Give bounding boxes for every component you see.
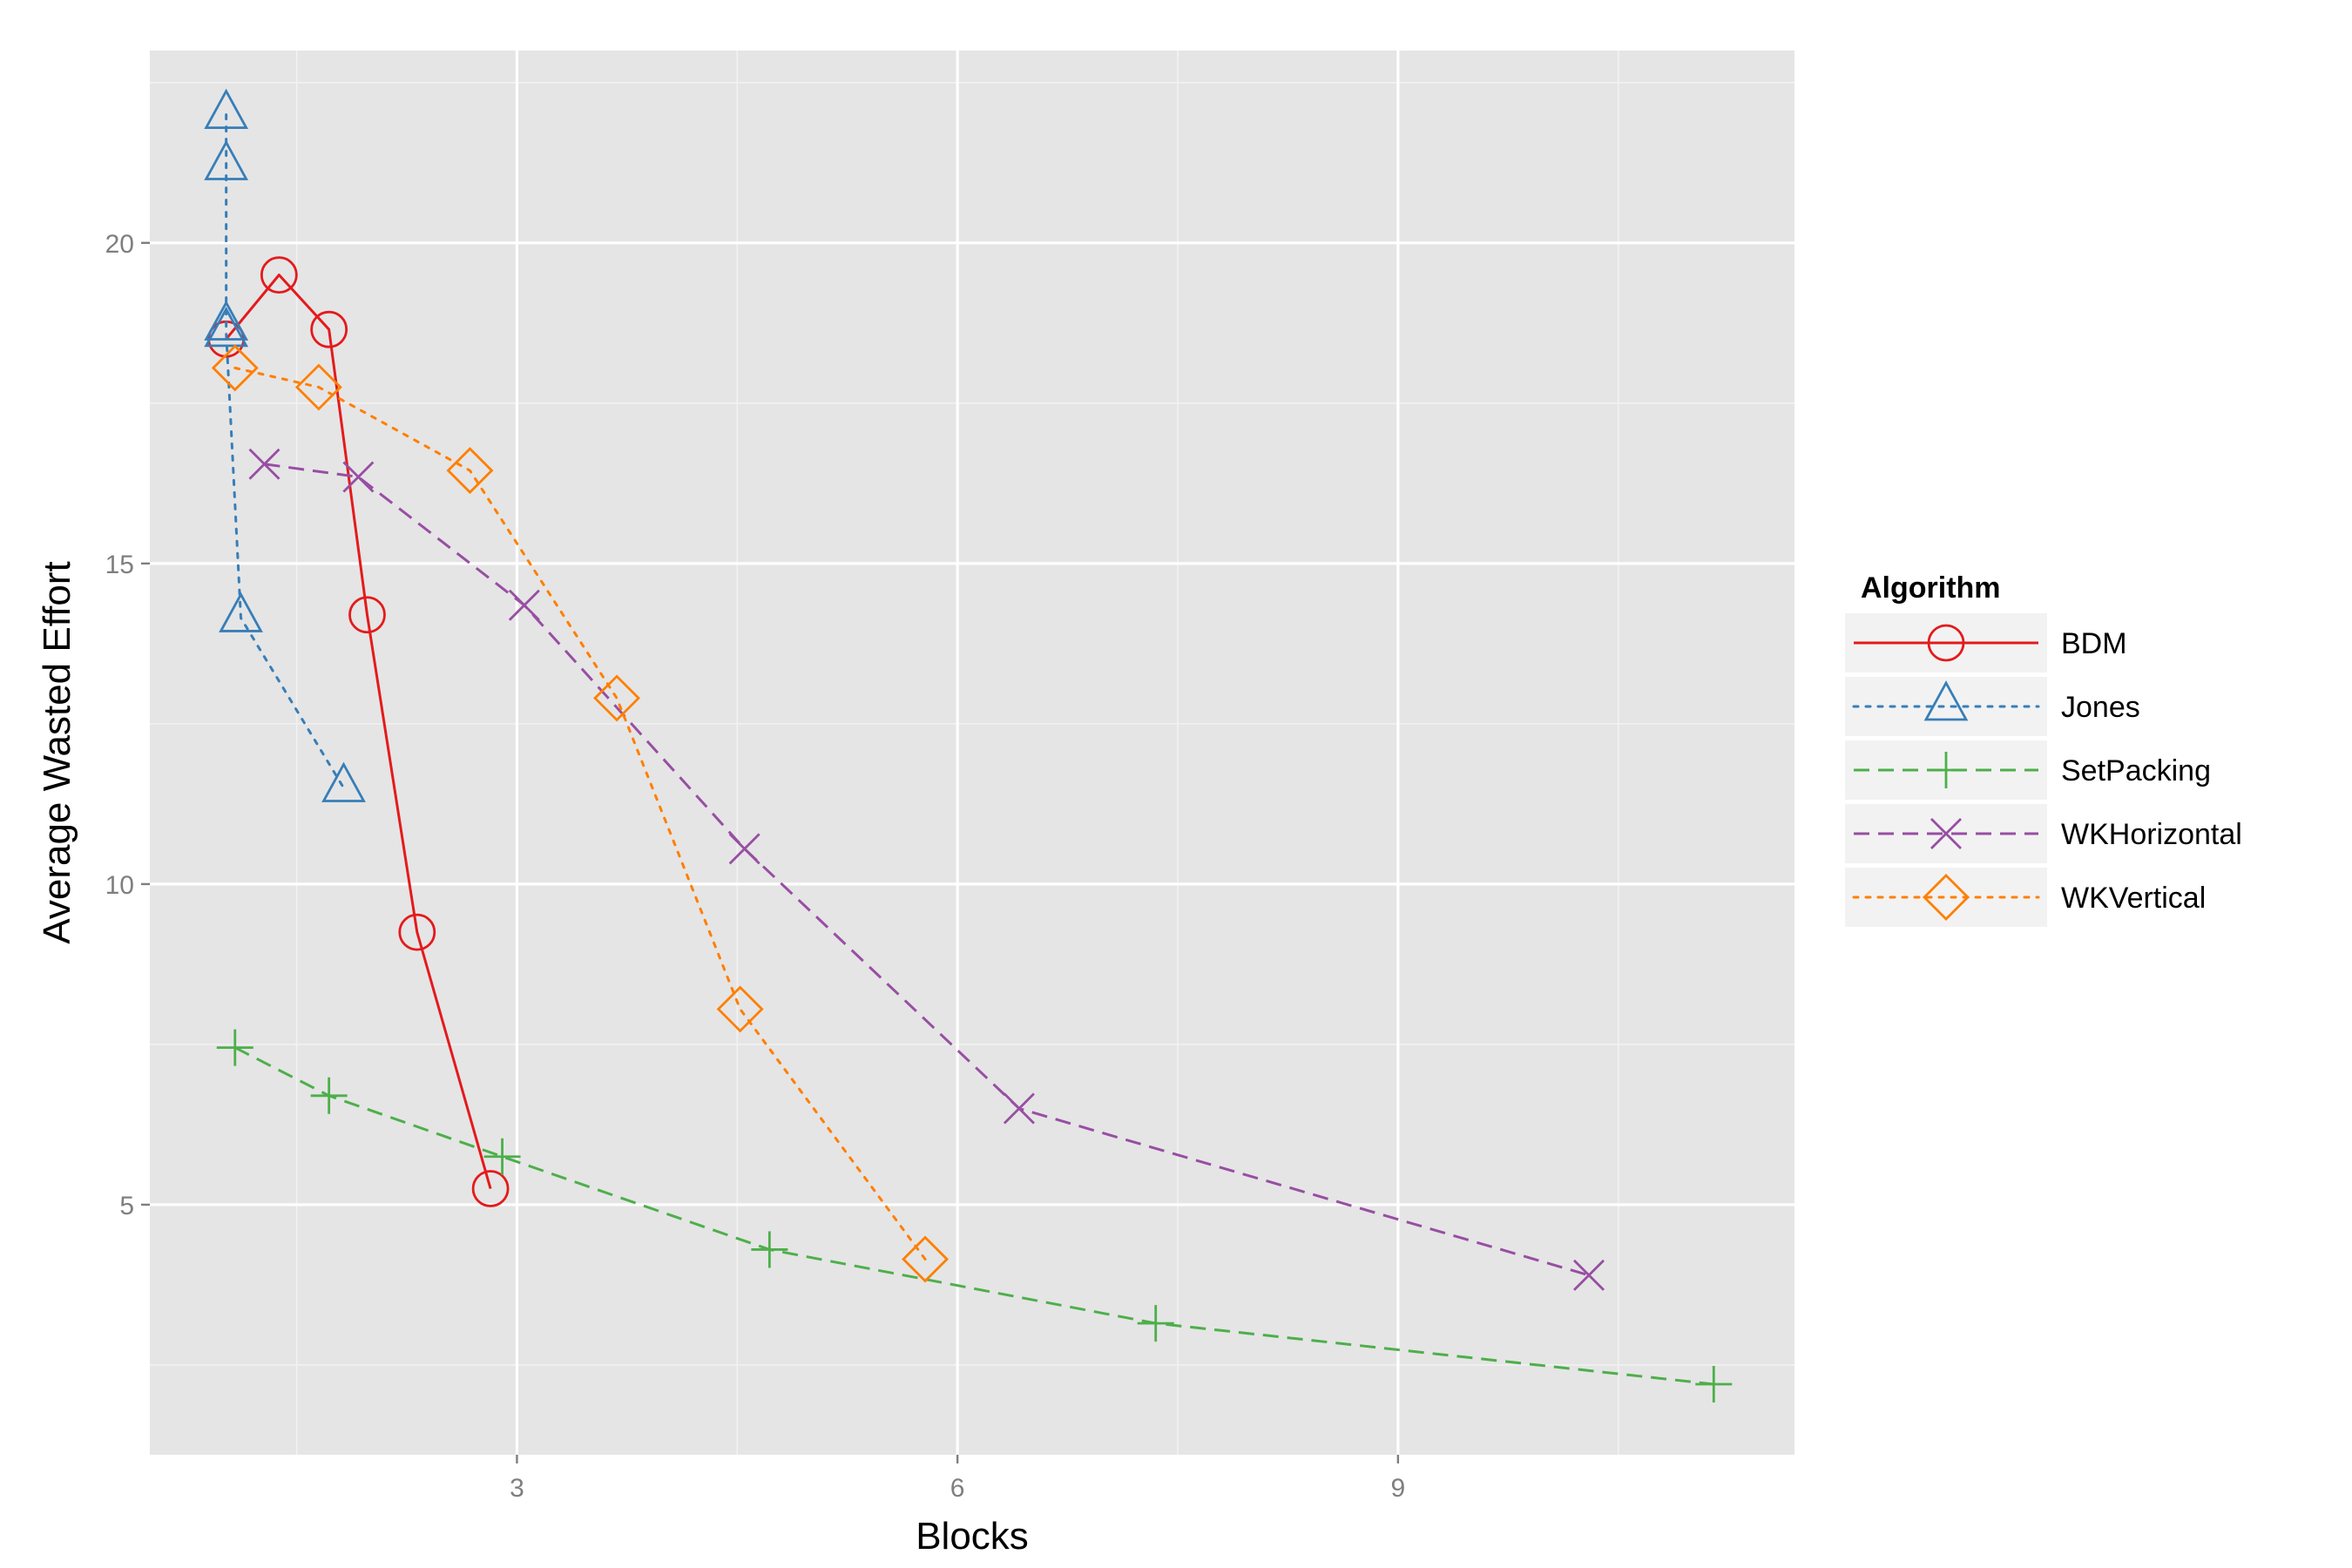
series-line-jones <box>225 113 346 789</box>
y-tick-label: 10 <box>105 871 134 900</box>
legend-item-bdm: BDM <box>1845 613 2127 672</box>
legend-items: BDM Jones SetPacking WKHorizontal WKVertical <box>1845 613 2242 927</box>
legend: Algorithm BDM Jones SetPacking WKHorizontal… <box>1845 571 2242 927</box>
legend-label: SetPacking <box>2061 754 2211 787</box>
series-line-wkhorizontal <box>264 463 1590 1277</box>
data-point-setpacking <box>1695 1366 1733 1403</box>
series-layer <box>204 88 1733 1403</box>
y-tick-label: 15 <box>105 551 134 579</box>
data-point-setpacking <box>310 1077 348 1114</box>
data-point-bdm <box>471 1170 510 1207</box>
x-tick-label: 9 <box>1391 1474 1406 1503</box>
data-point-wkhorizontal <box>728 833 760 865</box>
series-line-wkvertical <box>233 366 927 1260</box>
legend-label: Jones <box>2061 691 2140 724</box>
data-point-jones <box>219 591 263 632</box>
data-point-wkvertical <box>593 674 641 722</box>
legend-key-marker-jones <box>1923 680 1969 721</box>
series-setpacking <box>216 1029 1733 1403</box>
x-tick-label: 3 <box>510 1474 524 1503</box>
legend-item-wkvertical: WKVertical <box>1845 868 2206 927</box>
series-jones <box>204 88 366 802</box>
legend-key-marker-wkhorizontal <box>1930 818 1962 849</box>
legend-title: Algorithm <box>1861 571 2001 605</box>
axis-layer: 3 6 9 5 10 15 20 <box>105 230 1406 1503</box>
data-point-wkvertical <box>211 344 259 392</box>
series-wkhorizontal <box>248 448 1605 1291</box>
data-point-bdm <box>348 596 386 634</box>
legend-item-setpacking: SetPacking <box>1845 740 2211 800</box>
data-point-jones <box>204 306 249 348</box>
data-point-wkvertical <box>294 363 342 411</box>
data-point-setpacking <box>751 1231 788 1268</box>
data-point-bdm <box>398 913 436 951</box>
y-axis-title: Average Wasted Effort <box>36 561 78 943</box>
data-point-wkhorizontal <box>248 448 280 480</box>
y-tick-label: 5 <box>119 1192 134 1220</box>
data-point-jones <box>204 300 249 341</box>
data-point-setpacking <box>216 1029 253 1066</box>
series-line-bdm <box>225 274 492 1189</box>
legend-label: BDM <box>2061 627 2127 660</box>
legend-label: WKVertical <box>2061 882 2206 915</box>
data-point-wkvertical <box>902 1235 950 1283</box>
data-point-jones <box>204 139 249 180</box>
data-point-setpacking <box>1137 1305 1174 1342</box>
data-point-wkhorizontal <box>1003 1092 1035 1125</box>
data-point-wkvertical <box>446 447 494 495</box>
x-tick-label: 6 <box>950 1474 965 1503</box>
data-point-bdm <box>260 256 298 294</box>
data-point-wkhorizontal <box>1573 1259 1605 1291</box>
x-axis-title: Blocks <box>916 1515 1029 1558</box>
minor-grid <box>150 51 1794 1455</box>
legend-key-marker-wkvertical <box>1923 874 1970 921</box>
data-point-bdm <box>310 310 348 348</box>
legend-item-jones: Jones <box>1845 677 2140 736</box>
legend-label: WKHorizontal <box>2061 818 2242 851</box>
data-point-wkhorizontal <box>342 461 375 493</box>
legend-key-marker-setpacking <box>1928 752 1964 788</box>
data-point-wkhorizontal <box>508 589 540 621</box>
data-point-jones <box>204 88 249 130</box>
data-point-jones <box>321 761 366 802</box>
legend-key-marker-bdm <box>1927 624 1965 662</box>
legend-item-wkhorizontal: WKHorizontal <box>1845 804 2242 863</box>
series-line-setpacking <box>234 1046 1714 1386</box>
plot-panel <box>150 51 1794 1455</box>
data-point-wkvertical <box>716 985 764 1033</box>
series-wkvertical <box>211 344 950 1283</box>
major-grid <box>150 51 1794 1455</box>
data-point-setpacking <box>483 1138 521 1175</box>
y-tick-label: 20 <box>105 230 134 259</box>
